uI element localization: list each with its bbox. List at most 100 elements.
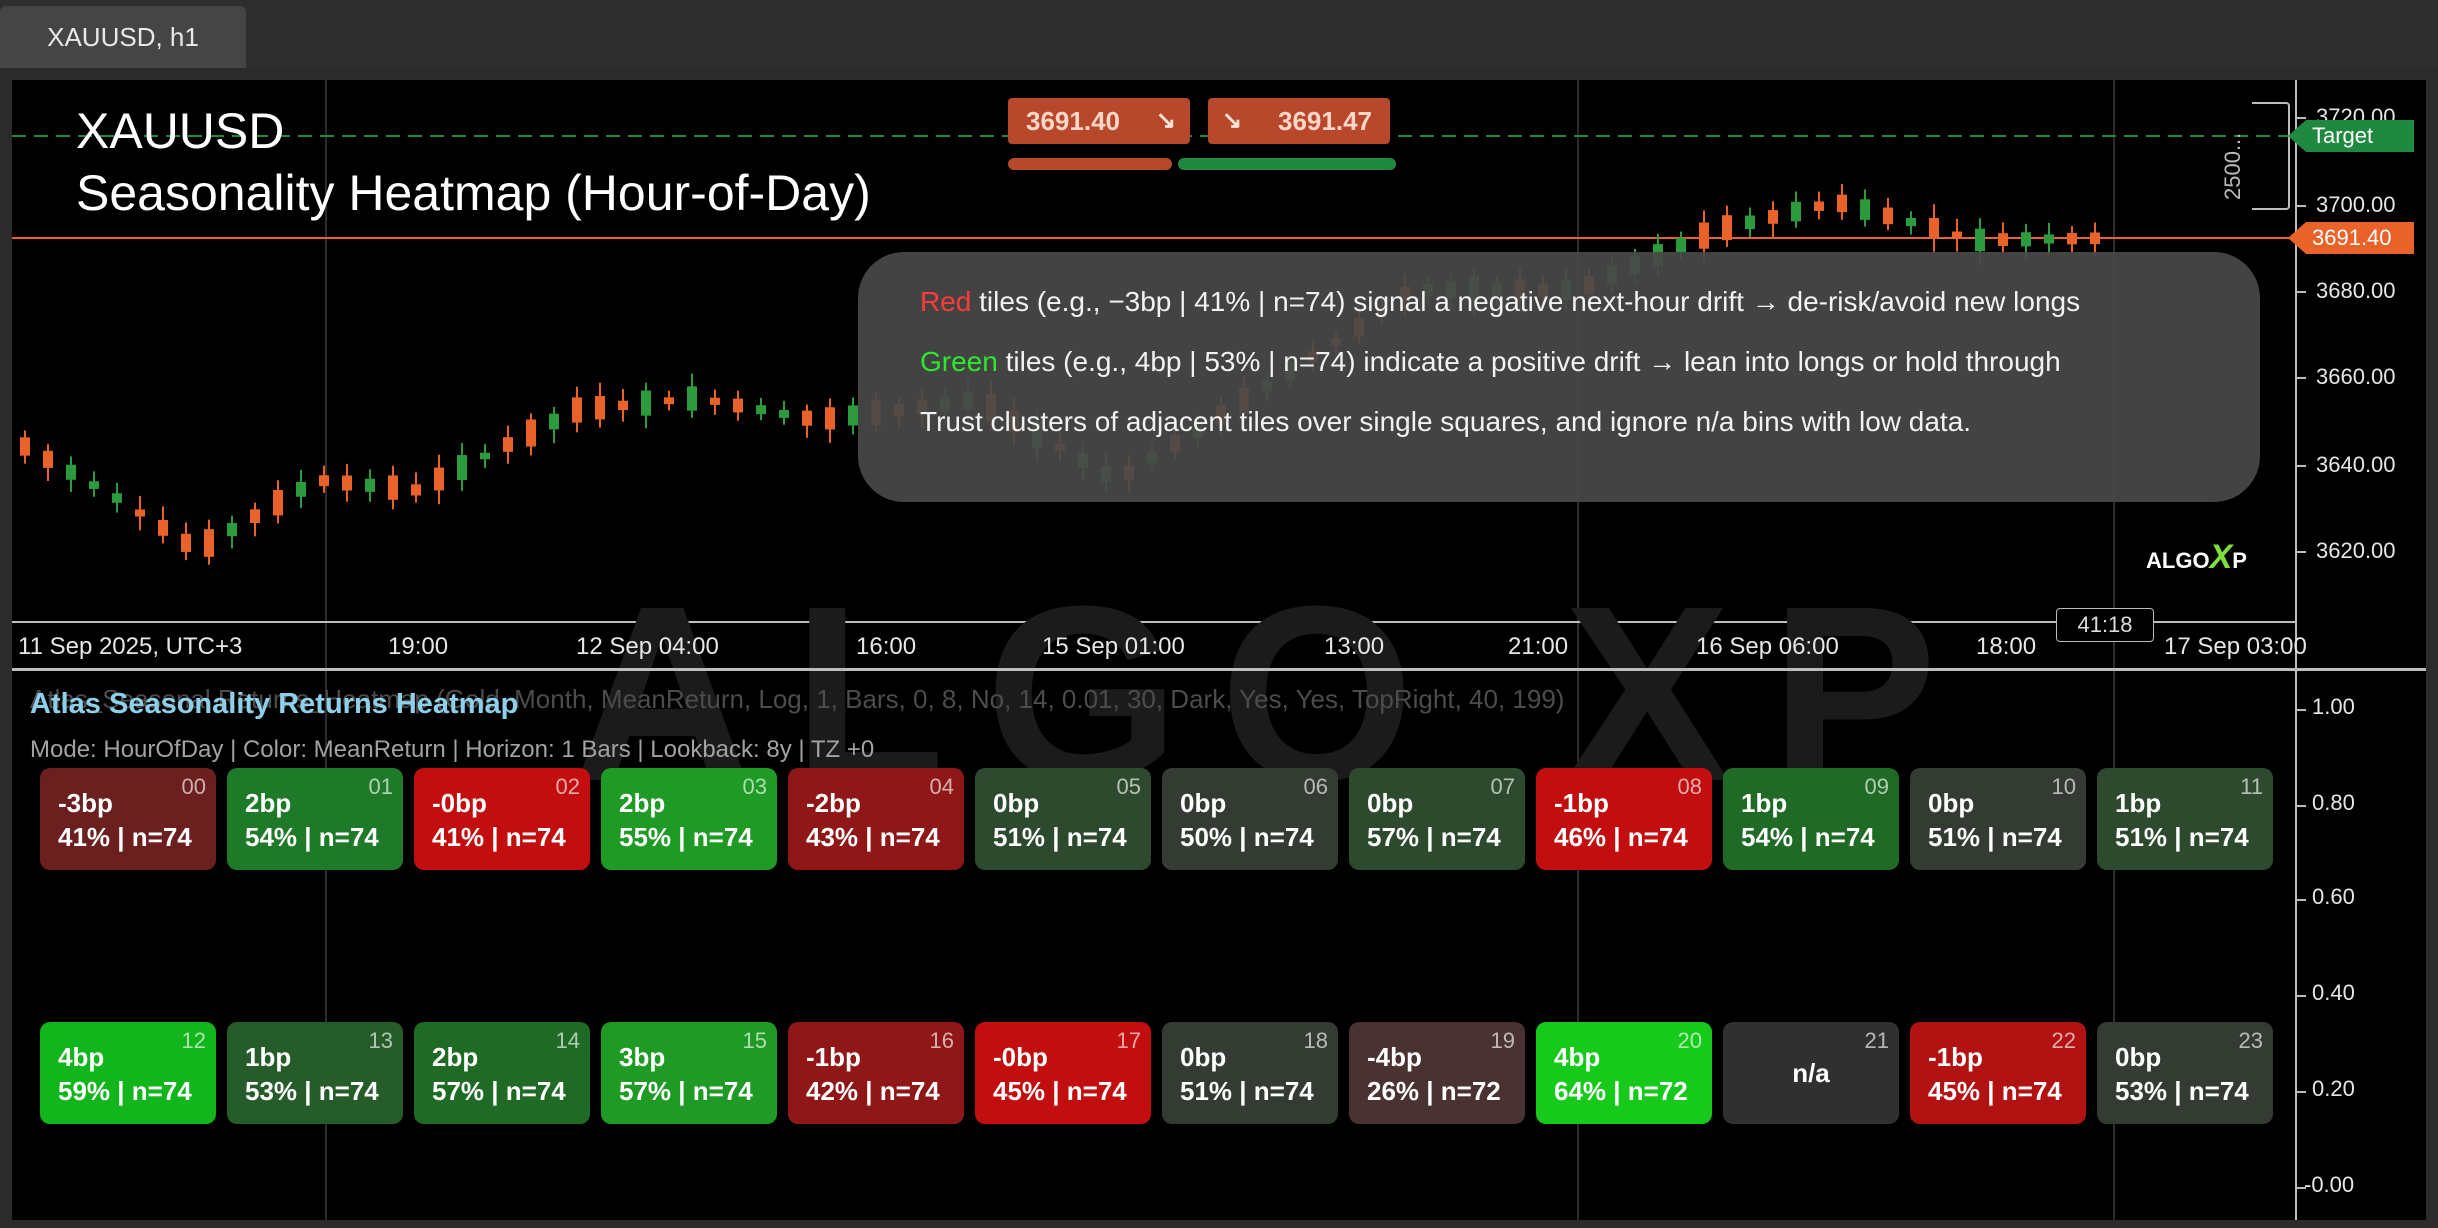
candle-body xyxy=(1975,228,1985,252)
tile-return: -1bp xyxy=(1554,788,1609,818)
tile-hour: 20 xyxy=(1677,1028,1702,1053)
candle-body xyxy=(641,390,651,416)
candle-body xyxy=(779,410,789,418)
sell-volume-bar xyxy=(1008,158,1172,170)
info-line1-text: tiles (e.g., −3bp | 41% | n=74) signal a… xyxy=(971,286,2081,317)
candle-body xyxy=(1722,215,1732,241)
heatmap-tile-14: 14 2bp 57% | n=74 xyxy=(414,1022,590,1124)
time-axis-label: 18:00 xyxy=(1976,633,2037,660)
tile-na: n/a xyxy=(1792,1058,1830,1088)
tile-stat: 45% | n=74 xyxy=(993,1076,1127,1106)
heatmap-tile-16: 16 -1bp 42% | n=74 xyxy=(788,1022,964,1124)
candle-body xyxy=(1745,215,1755,230)
tile-return: 2bp xyxy=(245,788,292,818)
heatmap-tile-17: 17 -0bp 45% | n=74 xyxy=(975,1022,1151,1124)
bar-countdown: 41:18 xyxy=(2056,608,2154,642)
tile-stat: 43% | n=74 xyxy=(806,822,940,852)
heatmap-tile-22: 22 -1bp 45% | n=74 xyxy=(1910,1022,2086,1124)
tile-return: 4bp xyxy=(58,1042,105,1072)
candle-body xyxy=(1791,201,1801,222)
tile-hour: 22 xyxy=(2051,1028,2076,1053)
info-line-3: Trust clusters of adjacent tiles over si… xyxy=(920,406,1972,437)
tile-stat: 53% | n=74 xyxy=(245,1076,379,1106)
pane-separator[interactable] xyxy=(12,668,2426,671)
time-axis-label: 21:00 xyxy=(1508,633,1569,660)
info-line2-text: tiles (e.g., 4bp | 53% | n=74) indicate … xyxy=(997,346,2061,377)
heatmap-tile-09: 09 1bp 54% | n=74 xyxy=(1723,768,1899,870)
tile-hour: 05 xyxy=(1116,774,1141,799)
tile-return: 1bp xyxy=(2115,788,2162,818)
candle-body xyxy=(2067,232,2077,245)
buy-price: 3691.47 xyxy=(1278,106,1372,136)
tile-stat: 59% | n=74 xyxy=(58,1076,192,1106)
tile-hour: 08 xyxy=(1677,774,1702,799)
indicator-settings[interactable]: Atlas_Seasonal Returns_Heatmap (Gold, Mo… xyxy=(30,684,1565,714)
info-line-red: Red tiles (e.g., −3bp | 41% | n=74) sign… xyxy=(920,286,2080,318)
candle-body xyxy=(342,475,352,491)
info-red-word: Red xyxy=(920,286,972,317)
tile-stat: 54% | n=74 xyxy=(245,822,379,852)
range-bracket xyxy=(2252,102,2290,210)
sell-button[interactable]: 3691.40 ↘ xyxy=(1008,98,1190,144)
tab-xauusd-h1[interactable]: XAUUSD, h1 xyxy=(0,6,246,68)
tile-stat: 57% | n=74 xyxy=(432,1076,566,1106)
candle-body xyxy=(112,493,122,503)
tile-return: -2bp xyxy=(806,788,861,818)
heatmap-tile-04: 04 -2bp 43% | n=74 xyxy=(788,768,964,870)
tile-stat: 46% | n=74 xyxy=(1554,822,1688,852)
tile-return: 4bp xyxy=(1554,1042,1601,1072)
info-green-word: Green xyxy=(920,346,998,377)
tile-hour: 12 xyxy=(181,1028,206,1053)
tile-hour: 00 xyxy=(181,774,206,799)
tile-return: 0bp xyxy=(2115,1042,2162,1072)
candle-body xyxy=(204,529,214,557)
buy-button[interactable]: ↘ 3691.47 xyxy=(1208,98,1390,144)
tile-hour: 06 xyxy=(1303,774,1328,799)
heatmap-tile-07: 07 0bp 57% | n=74 xyxy=(1349,768,1525,870)
indicator-axis-label: 0.20 xyxy=(2312,1076,2355,1101)
tile-hour: 19 xyxy=(1490,1028,1515,1053)
tile-hour: 17 xyxy=(1116,1028,1141,1053)
candle-body xyxy=(802,410,812,426)
tile-hour: 21 xyxy=(1864,1028,1889,1053)
tile-return: -0bp xyxy=(432,788,487,818)
buy-volume-bar xyxy=(1178,158,1396,170)
candle-body xyxy=(66,464,76,480)
tile-stat: 64% | n=72 xyxy=(1554,1076,1688,1106)
candle-body xyxy=(1814,201,1824,211)
candle-body xyxy=(434,467,444,491)
info-panel: Red tiles (e.g., −3bp | 41% | n=74) sign… xyxy=(858,252,2260,502)
heatmap-tile-12: 12 4bp 59% | n=74 xyxy=(40,1022,216,1124)
heatmap-tile-18: 18 0bp 51% | n=74 xyxy=(1162,1022,1338,1124)
indicator-mode: Mode: HourOfDay | Color: MeanReturn | Ho… xyxy=(30,736,875,763)
candle-body xyxy=(618,400,628,411)
tile-return: 0bp xyxy=(993,788,1040,818)
tile-stat: 41% | n=74 xyxy=(58,822,192,852)
tile-hour: 03 xyxy=(742,774,767,799)
tile-stat: 51% | n=74 xyxy=(2115,822,2249,852)
candle-body xyxy=(710,397,720,405)
candle-body xyxy=(664,397,674,405)
range-label: 2500... xyxy=(2220,132,2245,200)
tile-stat: 26% | n=72 xyxy=(1367,1076,1501,1106)
candle-body xyxy=(733,398,743,413)
candle-body xyxy=(1952,231,1962,238)
tile-return: 0bp xyxy=(1180,1042,1227,1072)
indicator-axis-label: 1.00 xyxy=(2312,694,2355,719)
tile-stat: 51% | n=74 xyxy=(1180,1076,1314,1106)
tab-bar: XAUUSD, h1 xyxy=(0,0,2438,68)
tile-stat: 50% | n=74 xyxy=(1180,822,1314,852)
candle-body xyxy=(687,386,697,411)
candle-body xyxy=(20,437,30,456)
tile-hour: 10 xyxy=(2051,774,2076,799)
tile-return: -0bp xyxy=(993,1042,1048,1072)
candle-body xyxy=(1906,217,1916,227)
tile-stat: 41% | n=74 xyxy=(432,822,566,852)
candle-body xyxy=(319,475,329,487)
price-axis-label: 3620.00 xyxy=(2316,538,2396,563)
arrow-down-right-icon: ↘ xyxy=(1222,107,1243,134)
chart-frame[interactable]: ALGO XP XAUUSD Seasonality Heatmap (Hour… xyxy=(12,80,2426,1220)
tile-return: -1bp xyxy=(1928,1042,1983,1072)
tile-stat: 42% | n=74 xyxy=(806,1076,940,1106)
tile-return: -4bp xyxy=(1367,1042,1422,1072)
